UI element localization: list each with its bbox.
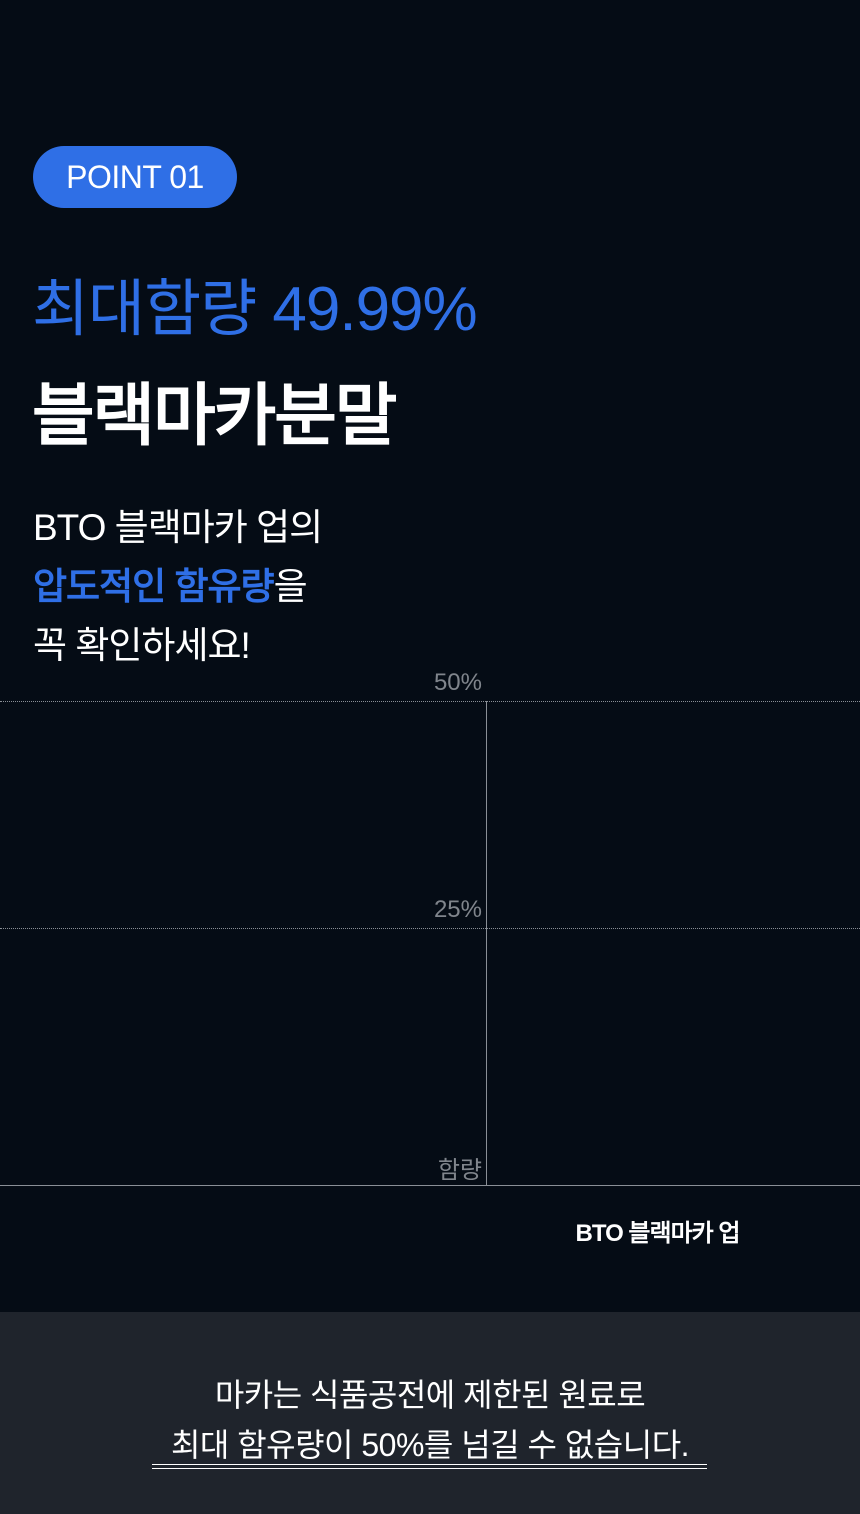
description: BTO 블랙마카 업의 압도적인 함유량을 꼭 확인하세요! — [33, 498, 323, 675]
gridline-25 — [0, 928, 860, 929]
point-badge: POINT 01 — [33, 146, 237, 208]
y-axis-line — [486, 701, 487, 1185]
notice-line-1: 마카는 식품공전에 제한된 원료로 — [214, 1377, 646, 1413]
headline-max-content: 최대함량 49.99% — [32, 275, 478, 344]
description-line-2: 압도적인 함유량을 — [33, 557, 322, 616]
content-chart: 50% 25% 함량 BTO 블랙마카 업 — [0, 660, 860, 1260]
description-line-3: 꼭 확인하세요! — [33, 625, 251, 666]
headline-product: 블랙마카분말 — [32, 378, 397, 454]
y-axis-label: 함량 — [437, 1157, 482, 1184]
underline-bottom — [152, 1468, 707, 1469]
category-label: BTO 블랙마카 업 — [575, 1220, 741, 1247]
y-tick-50: 50% — [433, 669, 482, 696]
y-tick-25: 25% — [433, 896, 482, 923]
description-line-1: BTO 블랙마카 업의 — [33, 507, 323, 548]
description-line-2-rest: 을 — [273, 566, 308, 607]
notice-line-2: 최대 함유량이 50%를 넘길 수 없습니다. — [170, 1427, 690, 1463]
notice-panel: 마카는 식품공전에 제한된 원료로 최대 함유량이 50%를 넘길 수 없습니다… — [0, 1312, 860, 1514]
description-highlight: 압도적인 함유량 — [33, 566, 275, 607]
chart-baseline — [0, 1185, 860, 1186]
underline-top — [152, 1464, 707, 1465]
gridline-50 — [0, 701, 860, 702]
